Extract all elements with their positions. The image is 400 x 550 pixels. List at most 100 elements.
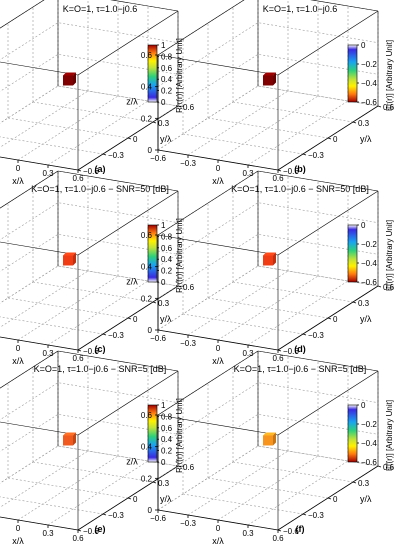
floor-grid-line <box>207 297 329 319</box>
y-tick-label: −0.3 <box>308 511 324 520</box>
y-tick <box>177 465 182 468</box>
chart-panel: K=O=1, τ=1.0−j0.6 − SNR=50 [dB] −0.6 −0.3 0… <box>0 170 195 366</box>
colorbar-label: R[τ(r)] [Arbitrary Unit] <box>175 38 184 113</box>
colorbar-tick-label: 0.2 <box>161 447 173 456</box>
z-tick-label: 0.2 <box>141 114 153 123</box>
colorbar-tick-label: 0.2 <box>161 267 173 276</box>
box-edge <box>0 421 79 436</box>
y-tick <box>152 301 157 304</box>
data-cube-side <box>273 252 276 266</box>
y-tick <box>327 497 332 500</box>
z-tick-label: 0.4 <box>141 263 153 272</box>
y-tick <box>352 481 357 484</box>
y-axis <box>77 105 179 171</box>
data-cube-top <box>263 252 276 256</box>
y-tick <box>277 529 282 532</box>
wall-grid-line <box>157 85 379 151</box>
y-axis-label: y/λ <box>160 494 172 504</box>
x-tick-label: −0.3 <box>180 519 196 528</box>
floor-grid-line <box>207 477 329 499</box>
colorbar-tick-label: 0.8 <box>161 232 173 241</box>
colorbar-label: R[τ̂(r)] [Arbitrary Unit] <box>175 218 184 293</box>
x-axis-label: x/λ <box>212 176 224 186</box>
y-tick-label: −0.3 <box>308 331 324 340</box>
box-edge <box>57 350 179 372</box>
floor-grid-line <box>247 100 349 166</box>
x-tick-label: −0.3 <box>180 339 196 348</box>
z-tick-label: 0.6 <box>141 231 153 240</box>
colorbar <box>347 404 358 463</box>
colorbar-tick-label: 1 <box>161 401 166 410</box>
y-tick-label: 0.6 <box>383 103 395 112</box>
x-tick-label: 0 <box>216 524 221 533</box>
chart-panel: K=O=1, τ=1.0−j0.6−0.6−0.300.30.6−0.6−0.3… <box>0 0 195 186</box>
z-axis-label: z/λ <box>126 277 138 287</box>
colorbar-tick-label: 0 <box>161 278 166 287</box>
box-edge <box>157 234 279 256</box>
y-tick-label: −0.6 <box>283 527 299 536</box>
y-tick-label: 0 <box>133 495 138 504</box>
panel-label: (e) <box>95 524 106 534</box>
data-point <box>63 255 73 266</box>
floor-grid-line <box>32 461 154 483</box>
z-tick-label: 0.6 <box>141 411 153 420</box>
floor-grid-line <box>0 270 89 328</box>
colorbar <box>147 224 158 283</box>
y-tick-label: −0.6 <box>283 347 299 356</box>
floor-grid-line <box>32 101 154 123</box>
y-tick <box>277 349 282 352</box>
y-tick-label: 0 <box>133 315 138 324</box>
y-tick <box>102 153 107 156</box>
y-tick-label: −0.6 <box>283 167 299 176</box>
x-tick-label: −0.6 <box>150 514 166 523</box>
box-edge <box>157 414 279 436</box>
x-tick-label: −0.6 <box>150 334 166 343</box>
y-tick-label: −0.3 <box>108 151 124 160</box>
box-edge <box>257 170 379 192</box>
x-tick-label: 0 <box>16 164 21 173</box>
y-tick <box>377 105 382 108</box>
y-tick <box>327 137 332 140</box>
x-axis-label: x/λ <box>12 356 24 366</box>
y-tick-label: 0.3 <box>358 119 370 128</box>
y-tick <box>127 497 132 500</box>
y-axis <box>77 285 179 351</box>
floor-grid-line <box>7 297 129 319</box>
floor-grid-line <box>187 90 289 156</box>
colorbar-tick-label: 0.4 <box>161 75 173 84</box>
y-tick-label: 0 <box>333 495 338 504</box>
colorbar-tick-label: −0.2 <box>361 420 377 429</box>
floor-grid-line <box>0 316 104 335</box>
box-edge <box>0 61 79 76</box>
wall-grid-line <box>157 265 379 331</box>
panel-label: (d) <box>294 344 306 354</box>
x-tick-label: 0.3 <box>42 529 54 538</box>
colorbar-label: I[τ(r)] [Arbitrary Unit] <box>385 40 394 111</box>
colorbar-tick-label: 0.4 <box>161 255 173 264</box>
x-tick-label: 0.3 <box>242 349 254 358</box>
chart-panel: K=O=1, τ=1.0−j0.6 − SNR=5 [dB] −0.6 −0.3 0 0… <box>0 350 195 546</box>
panel-label: (c) <box>95 344 106 354</box>
colorbar-tick-label: 0.2 <box>161 87 173 96</box>
y-axis-label: y/λ <box>360 314 372 324</box>
colorbar-tick-label: −0.6 <box>361 278 377 287</box>
y-tick <box>352 301 357 304</box>
colorbar-label: I[τ̂(r)] [Arbitrary Unit] <box>385 400 394 471</box>
floor-grid-line <box>0 136 104 155</box>
x-tick-label: 0 <box>16 524 21 533</box>
x-tick-label: 0.6 <box>72 174 84 183</box>
x-axis-label: x/λ <box>212 536 224 546</box>
y-tick <box>77 349 82 352</box>
y-tick <box>327 317 332 320</box>
colorbar-tick-label: 1 <box>161 41 166 50</box>
y-tick <box>177 285 182 288</box>
wall-grid-line <box>157 170 379 236</box>
chart-title: K=O=1, τ=1.0−j0.6 − SNR=5 [dB] <box>234 364 367 374</box>
chart-title: K=O=1, τ=1.0−j0.6 − SNR=5 [dB] <box>34 364 167 374</box>
box-edge <box>157 350 259 416</box>
y-tick <box>152 481 157 484</box>
floor-grid-line <box>47 100 149 166</box>
y-tick <box>302 333 307 336</box>
data-cube-top <box>63 252 76 256</box>
y-tick <box>377 465 382 468</box>
